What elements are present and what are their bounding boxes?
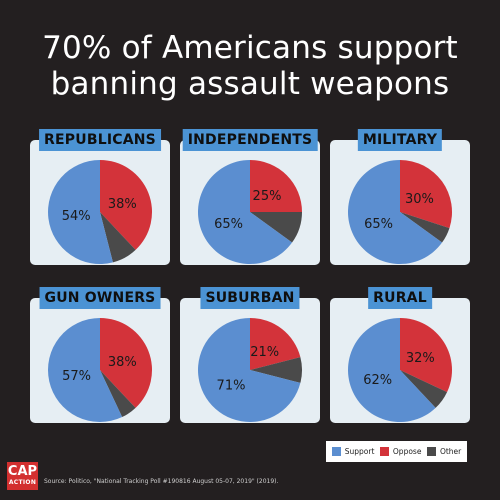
pie-label-oppose: 30% <box>405 192 434 207</box>
panel-label: REPUBLICANS <box>39 129 161 151</box>
logo-cap-text: CAP <box>7 464 38 479</box>
pie-label-oppose: 25% <box>253 189 282 204</box>
legend-swatch-support <box>331 447 341 456</box>
pie-chart-independents: 25% 65% <box>197 160 302 264</box>
pie-slice-other <box>100 370 136 418</box>
pie-slice-other <box>250 357 303 383</box>
pie-slice-support <box>48 160 113 264</box>
pie-slice-oppose <box>100 160 153 250</box>
pie-slice-support <box>348 318 436 422</box>
pie-label-oppose: 21% <box>250 345 279 360</box>
panel-label: INDEPENDENTS <box>182 129 318 151</box>
pie-chart-rural: 32% 62% <box>348 318 452 422</box>
pie-slice-support <box>347 160 443 264</box>
pie-slice-support <box>47 318 123 422</box>
panel-suburban: SUBURBAN 21% 71% <box>180 287 320 423</box>
legend-swatch-other <box>426 447 436 456</box>
pie-label-support: 65% <box>364 217 393 232</box>
legend-item-support: Support <box>331 447 375 456</box>
legend: Support Oppose Other <box>326 441 467 462</box>
legend-label-support: Support <box>344 447 375 456</box>
title-line-1: 70% of Americans support <box>42 30 458 66</box>
pie-slice-other <box>100 212 136 263</box>
pie-chart-suburban: 21% 71% <box>198 318 303 422</box>
panel-label: GUN OWNERS <box>39 287 161 309</box>
pie-slice-oppose <box>400 160 452 229</box>
pie-chart-military: 30% 65% <box>347 160 452 264</box>
legend-item-oppose: Oppose <box>379 447 422 456</box>
legend-label-other: Other <box>439 447 462 456</box>
pie-chart-gun-owners: 38% 57% <box>47 318 153 422</box>
panel-label: SUBURBAN <box>200 287 300 309</box>
pie-slice-support <box>197 160 293 264</box>
title-line-2: banning assault weapons <box>50 66 450 102</box>
panel-rural: RURAL 32% 62% <box>330 287 470 423</box>
source-note: Source: Politico, "National Tracking Pol… <box>44 478 279 485</box>
pie-label-support: 71% <box>217 379 246 394</box>
panel-republicans: REPUBLICANS 38% 54% <box>30 129 170 265</box>
pie-label-oppose: 38% <box>108 355 137 370</box>
panel-label: RURAL <box>368 287 432 309</box>
cap-action-logo: CAP ACTION <box>7 462 38 490</box>
pie-slice-oppose <box>250 318 301 370</box>
pie-slice-other <box>400 212 450 243</box>
panel-independents: INDEPENDENTS 25% 65% <box>180 129 320 265</box>
page-title: 70% of Americans support banning assault… <box>0 30 500 102</box>
panel-military: MILITARY 30% 65% <box>330 129 470 265</box>
pie-label-oppose: 32% <box>406 351 435 366</box>
pie-slice-oppose <box>100 318 153 408</box>
pie-slice-other <box>250 212 302 243</box>
pie-slice-other <box>400 370 448 408</box>
logo-action-text: ACTION <box>8 479 37 486</box>
pie-label-support: 57% <box>62 369 91 384</box>
pie-label-oppose: 38% <box>108 197 137 212</box>
legend-swatch-oppose <box>379 447 389 456</box>
legend-label-oppose: Oppose <box>392 447 422 456</box>
pie-slice-support <box>198 318 301 422</box>
panel-label: MILITARY <box>357 129 443 151</box>
pie-label-support: 65% <box>214 217 243 232</box>
panel-gun-owners: GUN OWNERS 38% 57% <box>30 287 170 423</box>
pie-chart-republicans: 38% 54% <box>48 160 153 264</box>
legend-item-other: Other <box>426 447 462 456</box>
pie-label-support: 62% <box>363 373 392 388</box>
pie-slice-oppose <box>250 160 302 212</box>
pie-label-support: 54% <box>62 209 91 224</box>
pie-slice-oppose <box>400 318 452 393</box>
